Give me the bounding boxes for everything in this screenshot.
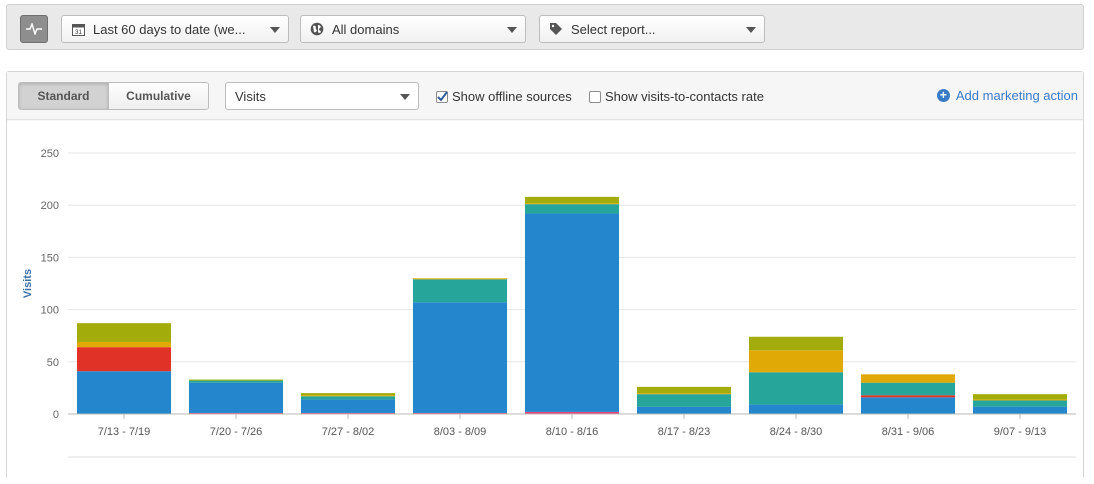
bar-segment [748, 404, 844, 414]
tag-icon [549, 22, 563, 36]
x-tick-label: 7/20 - 7/26 [210, 426, 263, 438]
bar-segment [636, 394, 732, 407]
show-offline-checkbox[interactable]: Show offline sources [436, 89, 572, 104]
bar-segment [76, 371, 172, 414]
show-rate-checkbox[interactable]: Show visits-to-contacts rate [589, 89, 764, 104]
bar-segment [188, 379, 284, 381]
bar-segment [860, 395, 956, 398]
x-tick-label: 8/03 - 8/09 [434, 426, 487, 438]
y-tick-label: 100 [41, 305, 59, 317]
chart-toolbar: Standard Cumulative Visits Show offline … [7, 72, 1083, 120]
domains-label: All domains [332, 21, 400, 37]
show-rate-label: Show visits-to-contacts rate [605, 89, 764, 104]
bar-segment [972, 394, 1068, 400]
bar-segment [300, 395, 396, 397]
bar-segment [860, 374, 956, 383]
bar-segment [860, 397, 956, 414]
standard-button[interactable]: Standard [19, 83, 108, 109]
bar-segment [972, 400, 1068, 407]
bar-segment [188, 382, 284, 413]
filter-bar: 31 Last 60 days to date (we... All domai… [6, 4, 1084, 50]
x-tick-label: 8/17 - 8/23 [658, 426, 711, 438]
y-tick-label: 0 [53, 409, 59, 421]
bar-segment [300, 396, 396, 400]
chevron-down-icon [270, 27, 280, 33]
y-tick-label: 250 [41, 148, 59, 160]
domains-dropdown[interactable]: All domains [300, 15, 526, 43]
report-dropdown[interactable]: Select report... [539, 15, 765, 43]
cumulative-button[interactable]: Cumulative [108, 83, 208, 109]
chevron-down-icon [400, 94, 410, 100]
x-tick-label: 7/13 - 7/19 [98, 426, 151, 438]
bar-segment [524, 196, 620, 204]
bar-segment [860, 382, 956, 396]
y-tick-label: 50 [47, 357, 59, 369]
chevron-down-icon [746, 27, 756, 33]
x-tick-label: 9/07 - 9/13 [994, 426, 1047, 438]
bar-segment [972, 406, 1068, 414]
checkbox-box[interactable] [589, 90, 601, 103]
date-range-label: Last 60 days to date (we... [93, 21, 246, 37]
report-panel: Standard Cumulative Visits Show offline … [6, 71, 1084, 479]
date-range-dropdown[interactable]: 31 Last 60 days to date (we... [61, 15, 289, 43]
calendar-icon: 31 [71, 22, 85, 36]
bar-segment [524, 204, 620, 214]
pulse-icon-button[interactable] [20, 15, 48, 43]
bar-segment [636, 406, 732, 414]
bar-segment [636, 393, 732, 395]
bar-segment [76, 341, 172, 348]
show-offline-label: Show offline sources [452, 89, 572, 104]
y-axis-label: Visits [22, 269, 34, 298]
bar-segment [188, 380, 284, 383]
bar-segment [412, 278, 508, 280]
bar-segment [636, 386, 732, 394]
bar-segment [300, 399, 396, 413]
bar-segment [748, 372, 844, 405]
add-action-label: Add marketing action [955, 88, 1078, 103]
bar-segment [412, 302, 508, 413]
x-tick-label: 8/24 - 8/30 [770, 426, 823, 438]
metric-dropdown[interactable]: Visits [225, 82, 419, 110]
metric-label: Visits [235, 88, 266, 104]
bar-segment [300, 393, 396, 396]
report-label: Select report... [571, 21, 656, 37]
bar-segment [412, 412, 508, 414]
pulse-icon [26, 23, 42, 35]
bar-segment [524, 411, 620, 414]
bar-segment [972, 399, 1068, 401]
y-tick-label: 200 [41, 200, 59, 212]
view-toggle: Standard Cumulative [18, 82, 209, 110]
x-tick-label: 8/31 - 9/06 [882, 426, 935, 438]
bar-segment [76, 323, 172, 342]
x-tick-label: 8/10 - 8/16 [546, 426, 599, 438]
bar-segment [412, 279, 508, 303]
chevron-down-icon [507, 27, 517, 33]
svg-text:31: 31 [75, 30, 82, 36]
y-tick-label: 150 [41, 252, 59, 264]
checkbox-box[interactable] [436, 90, 448, 103]
bar-segment [188, 412, 284, 414]
plus-circle-icon: + [936, 89, 950, 102]
bar-segment [76, 347, 172, 372]
x-tick-label: 7/27 - 8/02 [322, 426, 375, 438]
visits-chart: 0 50 100 150 200 250 Visits 7/13 - 7/19 7/20 - 7… [7, 121, 1083, 479]
bar-segment [748, 336, 844, 351]
chart-svg: 0 50 100 150 200 250 Visits 7/13 - 7/19 7/20 - 7… [7, 121, 1083, 479]
bar-segment [524, 203, 620, 205]
globe-icon [310, 22, 324, 36]
bar-segment [524, 213, 620, 412]
bar-segment [748, 350, 844, 373]
add-marketing-action-link[interactable]: + Add marketing action [936, 88, 1078, 103]
bar-segment [300, 412, 396, 414]
